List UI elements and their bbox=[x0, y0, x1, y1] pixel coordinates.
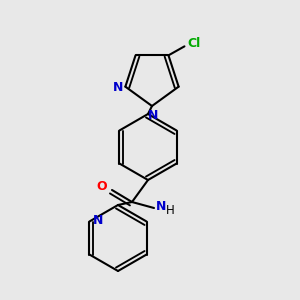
Text: O: O bbox=[96, 181, 107, 194]
Text: H: H bbox=[166, 203, 175, 217]
Text: N: N bbox=[92, 214, 103, 227]
Text: Cl: Cl bbox=[188, 37, 201, 50]
Text: N: N bbox=[113, 81, 123, 94]
Text: N: N bbox=[148, 109, 158, 122]
Text: N: N bbox=[156, 200, 166, 212]
